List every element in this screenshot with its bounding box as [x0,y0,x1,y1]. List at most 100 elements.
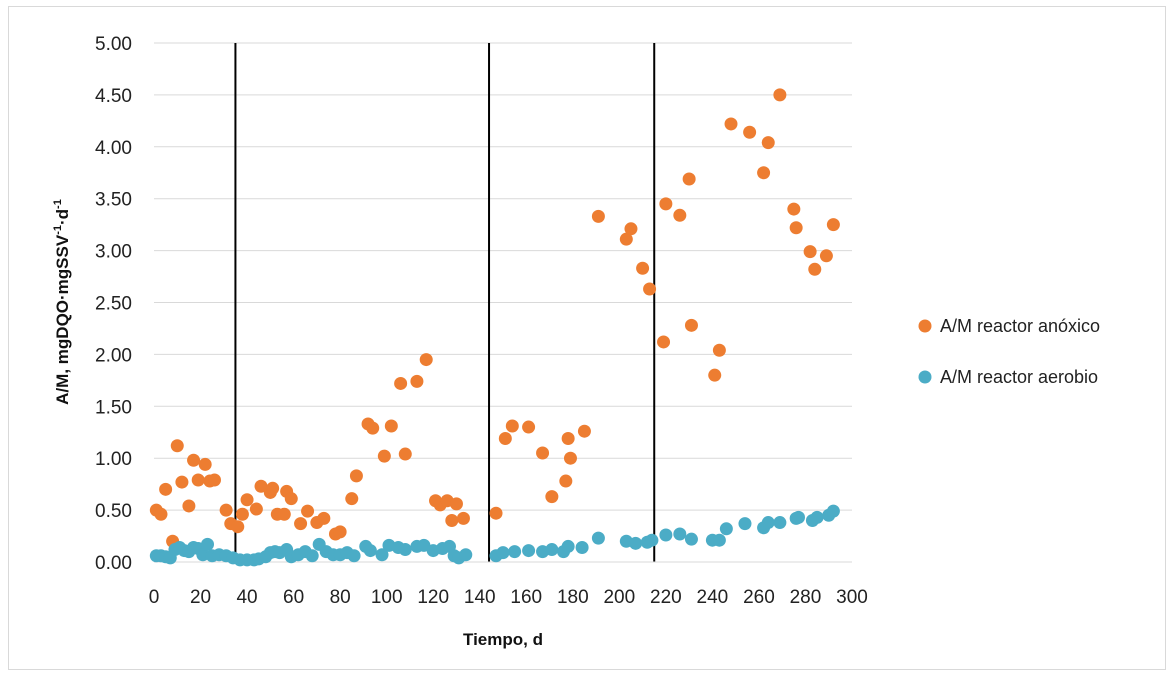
point-anoxico [349,469,363,483]
point-anoxico [787,202,801,216]
y-tick-label: 0.00 [95,553,132,574]
point-anoxico [377,449,391,463]
point-anoxico [559,474,573,488]
point-aerobio [363,544,377,558]
x-tick-label: 80 [330,587,351,608]
x-tick-label: 300 [836,587,868,608]
x-tick-label: 100 [371,587,403,608]
point-anoxico [333,525,347,539]
x-tick-label: 140 [464,587,496,608]
point-anoxico [277,507,291,521]
point-anoxico [384,419,398,433]
point-anoxico [191,473,205,487]
point-anoxico [808,262,822,276]
y-tick-label: 4.00 [95,138,132,159]
point-anoxico [410,374,424,388]
point-anoxico [445,513,459,527]
point-anoxico [419,353,433,367]
y-tick-label: 3.00 [95,242,132,263]
point-anoxico [505,419,519,433]
point-anoxico [761,136,775,150]
point-anoxico [712,343,726,357]
x-axis-title: Tiempo, d [463,630,543,649]
point-anoxico [489,506,503,520]
point-anoxico [219,503,233,517]
point-anoxico [536,446,550,460]
x-tick-label: 20 [190,587,211,608]
point-anoxico [577,424,591,438]
point-anoxico [187,453,201,467]
point-aerobio [201,537,215,551]
point-anoxico [249,502,263,516]
data-points [149,88,840,567]
y-axis-title: A/M, mgDQO·mgSSV-1·d-1 [52,199,72,405]
point-aerobio [712,533,726,547]
x-tick-label: 60 [283,587,304,608]
point-aerobio [561,539,575,553]
point-anoxico [773,88,787,102]
point-anoxico [643,282,657,296]
point-anoxico [154,507,168,521]
point-aerobio [575,540,589,554]
legend-marker-aerobio [918,370,932,384]
point-aerobio [508,545,522,559]
point-anoxico [170,439,184,453]
point-anoxico [789,221,803,235]
point-anoxico [294,517,308,531]
y-tick-label: 5.00 [95,34,132,55]
point-anoxico [456,511,470,525]
point-anoxico [682,172,696,186]
point-anoxico [449,497,463,511]
point-anoxico [317,511,331,525]
point-anoxico [673,208,687,222]
point-anoxico [819,249,833,263]
point-aerobio [375,548,389,562]
series-anoxico [149,88,840,548]
point-anoxico [266,481,280,495]
point-aerobio [591,531,605,545]
point-anoxico [159,482,173,496]
point-anoxico [684,318,698,332]
y-tick-label: 2.50 [95,294,132,315]
point-anoxico [757,166,771,180]
point-aerobio [761,516,775,530]
x-tick-label: 240 [697,587,729,608]
point-anoxico [563,451,577,465]
point-anoxico [398,447,412,461]
point-aerobio [645,533,659,547]
point-aerobio [719,522,733,536]
point-aerobio [659,528,673,542]
point-anoxico [240,493,254,507]
point-aerobio [629,536,643,550]
point-anoxico [657,335,671,349]
y-axis-title-main: A/M, mgDQO·mgSSV [53,234,72,405]
point-anoxico [345,492,359,506]
point-anoxico [231,520,245,534]
y-tick-label: 0.50 [95,501,132,522]
y-axis-title-mid: ·d [53,209,72,225]
x-tick-label: 120 [417,587,449,608]
point-anoxico [619,232,633,246]
point-anoxico [394,376,408,390]
point-aerobio [305,549,319,563]
y-tick-label: 4.50 [95,86,132,107]
point-anoxico [545,490,559,504]
y-tick-label: 3.50 [95,190,132,211]
legend-marker-anoxico [918,319,932,333]
point-anoxico [591,209,605,223]
point-aerobio [496,546,510,560]
point-aerobio [398,543,412,557]
point-aerobio [673,527,687,541]
point-aerobio [545,543,559,557]
point-anoxico [198,457,212,471]
point-anoxico [803,245,817,259]
x-tick-label: 160 [510,587,542,608]
point-anoxico [235,507,249,521]
point-anoxico [284,492,298,506]
point-aerobio [773,516,787,530]
series-aerobio [149,504,840,567]
phase-divider-lines [234,43,656,562]
x-tick-label: 0 [149,587,160,608]
point-anoxico [498,431,512,445]
